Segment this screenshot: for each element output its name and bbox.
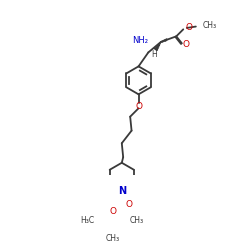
Text: N: N [118, 186, 126, 196]
Text: O: O [125, 200, 132, 208]
Polygon shape [159, 43, 160, 44]
Polygon shape [154, 48, 158, 50]
Text: CH₃: CH₃ [130, 216, 143, 224]
Text: O: O [110, 207, 117, 216]
Text: NH₂: NH₂ [132, 36, 148, 45]
Text: H₃C: H₃C [80, 216, 94, 224]
Text: CH₃: CH₃ [202, 21, 216, 30]
Text: O: O [185, 23, 192, 32]
Text: H: H [151, 50, 157, 59]
Text: O: O [135, 102, 142, 111]
Text: CH₃: CH₃ [106, 234, 120, 244]
Polygon shape [157, 46, 159, 47]
Text: O: O [182, 40, 190, 49]
Polygon shape [156, 47, 158, 49]
Polygon shape [158, 44, 160, 46]
